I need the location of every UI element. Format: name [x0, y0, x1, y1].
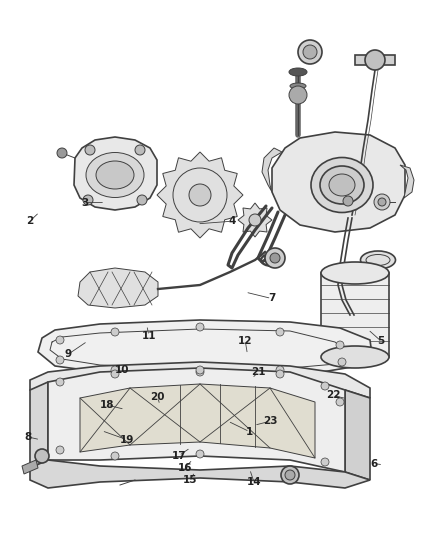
Circle shape [135, 145, 145, 155]
Polygon shape [38, 320, 372, 376]
Ellipse shape [96, 161, 134, 189]
Polygon shape [238, 203, 272, 237]
Polygon shape [262, 148, 282, 192]
Ellipse shape [360, 251, 396, 269]
Circle shape [111, 370, 119, 378]
Text: 9: 9 [64, 350, 71, 359]
Polygon shape [355, 55, 395, 65]
Circle shape [196, 368, 204, 376]
Circle shape [276, 328, 284, 336]
Circle shape [336, 341, 344, 349]
Polygon shape [157, 152, 243, 238]
Circle shape [35, 449, 49, 463]
Circle shape [111, 328, 119, 336]
Circle shape [303, 45, 317, 59]
Circle shape [111, 452, 119, 460]
Text: 4: 4 [229, 216, 236, 226]
Circle shape [298, 40, 322, 64]
Polygon shape [321, 273, 389, 357]
Circle shape [56, 356, 64, 364]
Circle shape [137, 195, 147, 205]
Polygon shape [74, 137, 157, 210]
Polygon shape [30, 362, 370, 398]
Text: 18: 18 [100, 400, 115, 410]
Circle shape [336, 398, 344, 406]
Circle shape [57, 148, 67, 158]
Text: 21: 21 [251, 367, 266, 377]
Text: 7: 7 [268, 294, 275, 303]
Circle shape [196, 366, 204, 374]
Text: 20: 20 [150, 392, 165, 402]
Text: 15: 15 [183, 475, 198, 484]
Circle shape [374, 194, 390, 210]
Polygon shape [400, 165, 414, 198]
Text: 1: 1 [246, 427, 253, 437]
Text: 8: 8 [25, 432, 32, 442]
Text: 19: 19 [120, 435, 134, 445]
Circle shape [196, 323, 204, 331]
Ellipse shape [311, 157, 373, 213]
Text: 22: 22 [325, 391, 340, 400]
Polygon shape [344, 192, 365, 210]
Text: 14: 14 [247, 478, 261, 487]
Circle shape [56, 336, 64, 344]
Circle shape [56, 378, 64, 386]
Circle shape [321, 458, 329, 466]
Text: 6: 6 [371, 459, 378, 469]
Circle shape [276, 366, 284, 374]
Text: 17: 17 [171, 451, 186, 461]
Circle shape [56, 446, 64, 454]
Polygon shape [78, 268, 158, 308]
Ellipse shape [320, 166, 364, 204]
Circle shape [265, 248, 285, 268]
Circle shape [321, 382, 329, 390]
Text: 3: 3 [82, 198, 89, 207]
Circle shape [338, 358, 346, 366]
Circle shape [289, 86, 307, 104]
Polygon shape [345, 390, 370, 480]
Text: 12: 12 [238, 336, 253, 346]
Text: 5: 5 [378, 336, 385, 346]
Polygon shape [272, 132, 405, 232]
Circle shape [83, 195, 93, 205]
Text: 23: 23 [263, 416, 278, 426]
Ellipse shape [329, 174, 355, 196]
Text: 2: 2 [26, 216, 33, 226]
Ellipse shape [189, 184, 211, 206]
Polygon shape [30, 382, 48, 468]
Text: 11: 11 [141, 331, 156, 341]
Circle shape [378, 198, 386, 206]
Ellipse shape [321, 346, 389, 368]
Circle shape [111, 366, 119, 374]
Circle shape [365, 50, 385, 70]
Ellipse shape [249, 214, 261, 226]
Ellipse shape [289, 68, 307, 76]
Circle shape [276, 370, 284, 378]
Text: 10: 10 [114, 366, 129, 375]
Ellipse shape [321, 262, 389, 284]
Ellipse shape [86, 152, 144, 198]
Ellipse shape [290, 83, 306, 89]
Polygon shape [80, 384, 315, 458]
Circle shape [85, 145, 95, 155]
Polygon shape [48, 368, 345, 472]
Circle shape [281, 466, 299, 484]
Circle shape [270, 253, 280, 263]
Polygon shape [30, 460, 370, 488]
Circle shape [343, 196, 353, 206]
Circle shape [196, 450, 204, 458]
Polygon shape [22, 460, 38, 474]
Circle shape [285, 470, 295, 480]
Text: 16: 16 [177, 463, 192, 473]
